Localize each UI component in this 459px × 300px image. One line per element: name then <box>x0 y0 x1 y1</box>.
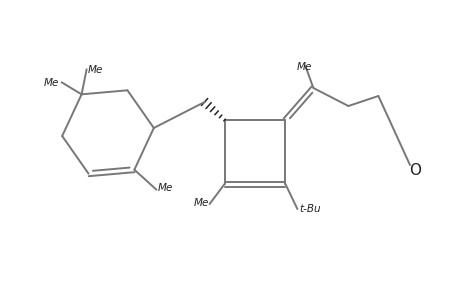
Text: t-Bu: t-Bu <box>299 204 320 214</box>
Text: Me: Me <box>87 65 103 75</box>
Text: Me: Me <box>296 62 311 72</box>
Text: O: O <box>408 163 420 178</box>
Text: Me: Me <box>157 183 173 193</box>
Text: Me: Me <box>43 78 58 88</box>
Text: Me: Me <box>193 198 208 208</box>
